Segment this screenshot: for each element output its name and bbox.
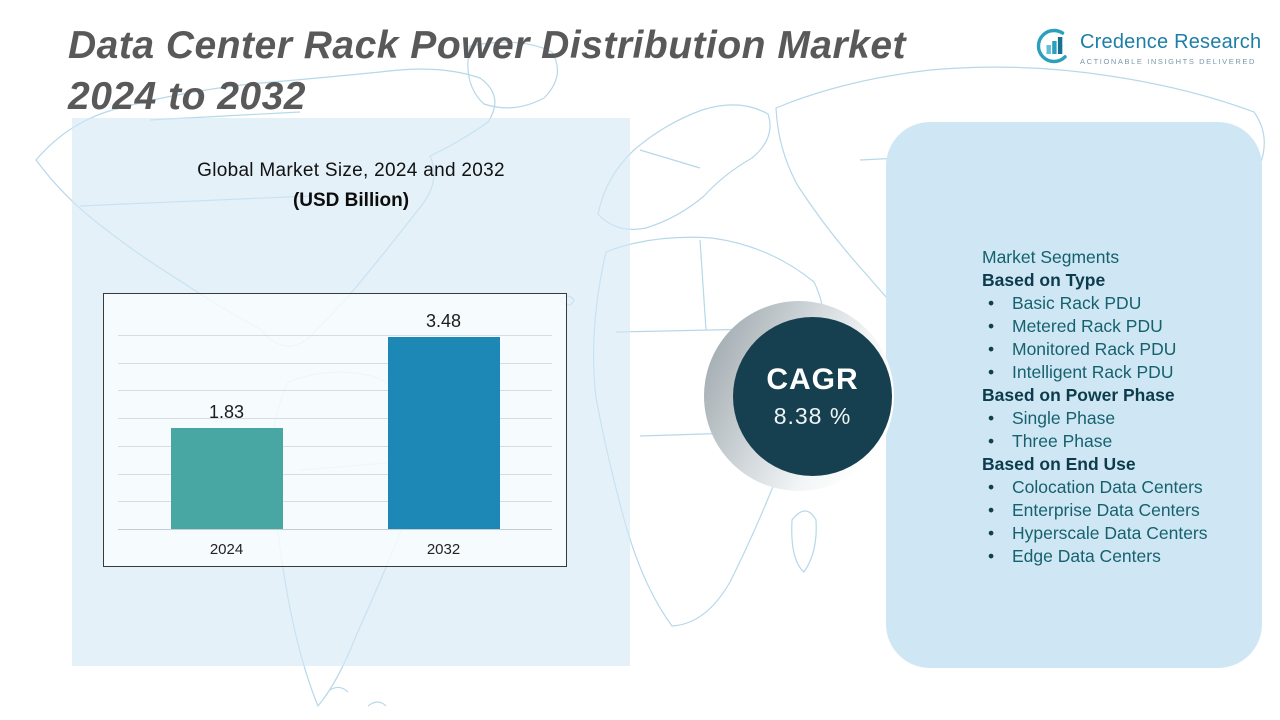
segment-list-type: Basic Rack PDU Metered Rack PDU Monitore… — [982, 292, 1250, 384]
cagr-badge: CAGR 8.38 % — [733, 317, 892, 476]
segment-item: Basic Rack PDU — [982, 292, 1250, 315]
gridline — [118, 418, 552, 419]
segment-heading-power-phase: Based on Power Phase — [982, 385, 1175, 405]
bar-2024 — [170, 427, 283, 529]
page-title: Data Center Rack Power Distribution Mark… — [68, 20, 1028, 123]
segment-item: Colocation Data Centers — [982, 476, 1250, 499]
bars-container: 1.83 3.48 — [118, 308, 552, 530]
gridline — [118, 362, 552, 364]
market-segments: Market Segments Based on Type Basic Rack… — [982, 246, 1250, 568]
bar-2032 — [387, 336, 500, 529]
segment-item: Single Phase — [982, 407, 1250, 430]
market-size-panel: Global Market Size, 2024 and 2032 (USD B… — [72, 118, 630, 666]
gridline — [118, 390, 552, 392]
bar-value-label-2032: 3.48 — [425, 310, 462, 331]
segment-heading-end-use: Based on End Use — [982, 454, 1136, 474]
gridline — [118, 473, 552, 475]
bar-chart: 1.83 3.48 2024 2032 — [103, 293, 567, 567]
cagr-value: 8.38 % — [773, 403, 852, 429]
x-axis-label-2024: 2024 — [209, 541, 244, 558]
brand-name: Credence Research — [1080, 31, 1262, 53]
page-title-line2: 2024 to 2032 — [68, 75, 307, 119]
segment-item: Edge Data Centers — [982, 545, 1250, 568]
segment-item: Enterprise Data Centers — [982, 499, 1250, 522]
gridline — [118, 445, 552, 447]
brand-tagline: ACTIONABLE INSIGHTS DELIVERED — [1080, 57, 1257, 66]
x-axis-label-2032: 2032 — [426, 541, 461, 558]
chart-plot-area: 1.83 3.48 — [118, 308, 552, 530]
x-axis-labels: 2024 2032 — [118, 541, 552, 558]
segment-heading-type: Based on Type — [982, 270, 1106, 290]
brand-text-wrap: Credence Research ACTIONABLE INSIGHTS DE… — [1080, 28, 1261, 66]
bar-value-label-2024: 1.83 — [208, 401, 245, 422]
segments-title: Market Segments — [982, 247, 1120, 267]
gridline — [118, 501, 552, 503]
page-title-line1: Data Center Rack Power Distribution Mark… — [68, 24, 907, 67]
bar-chart-logo-icon — [1036, 28, 1072, 64]
segment-item: Hyperscale Data Centers — [982, 522, 1250, 545]
segment-item: Metered Rack PDU — [982, 315, 1250, 338]
brand-logo: Credence Research ACTIONABLE INSIGHTS DE… — [1036, 28, 1261, 66]
segment-item: Monitored Rack PDU — [982, 338, 1250, 361]
chart-title: Global Market Size, 2024 and 2032 — [197, 160, 505, 181]
gridline — [118, 334, 552, 336]
bar-group-2032: 3.48 — [335, 308, 552, 529]
segment-list-power-phase: Single Phase Three Phase — [982, 407, 1250, 453]
cagr-label: CAGR — [766, 363, 859, 396]
chart-subtitle: (USD Billion) — [292, 190, 410, 211]
bar-group-2024: 1.83 — [118, 308, 335, 529]
market-segments-panel: Market Segments Based on Type Basic Rack… — [886, 122, 1262, 668]
segment-list-end-use: Colocation Data Centers Enterprise Data … — [982, 476, 1250, 568]
segment-item: Intelligent Rack PDU — [982, 361, 1250, 384]
segment-item: Three Phase — [982, 430, 1250, 453]
